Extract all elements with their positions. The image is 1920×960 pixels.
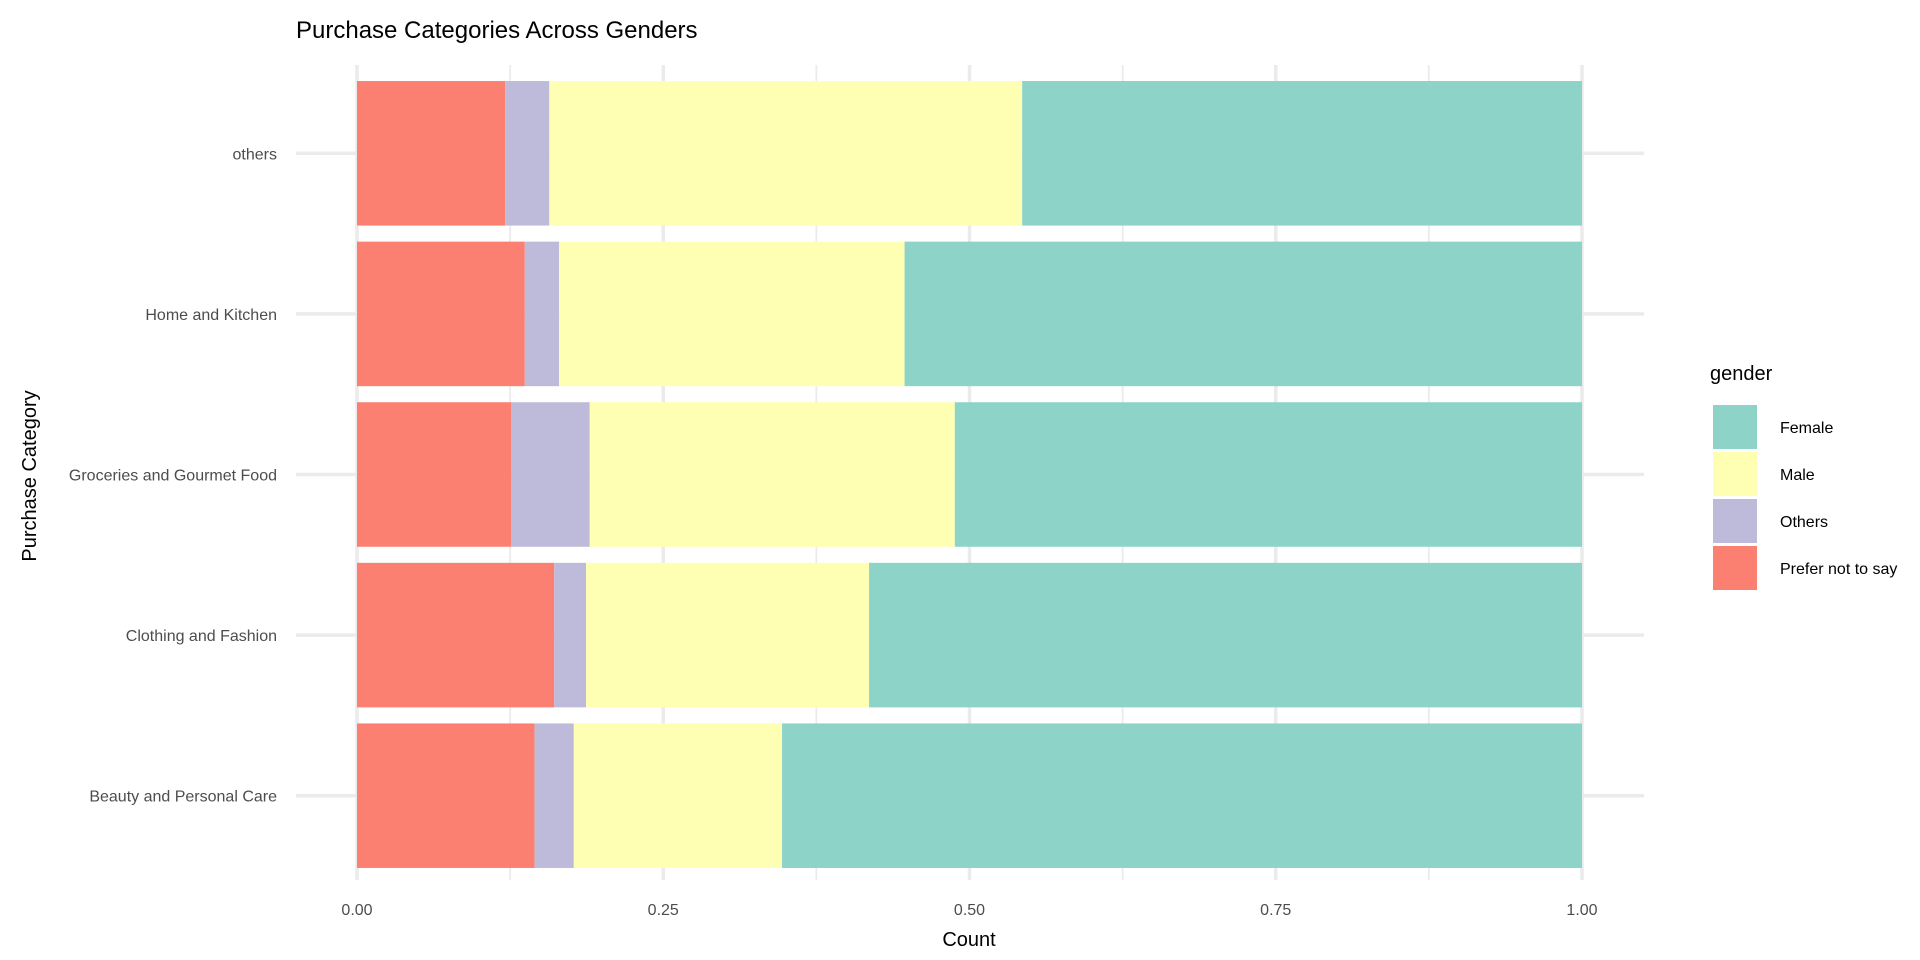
bar-layer — [357, 81, 1582, 868]
legend-title: gender — [1710, 363, 1773, 385]
y-axis-title: Purchase Category — [19, 390, 41, 561]
chart-title: Purchase Categories Across Genders — [296, 17, 698, 44]
y-tick-label: Home and Kitchen — [145, 307, 277, 324]
legend: gender Female Male Others Prefer not to say — [1710, 363, 1897, 590]
bar-beauty-and-personal-care-others — [534, 723, 574, 868]
bar-others-male — [549, 81, 1023, 226]
y-axis-ticks: Beauty and Personal Care Clothing and Fas… — [69, 146, 277, 805]
legend-label-female: Female — [1780, 420, 1833, 437]
bar-home-and-kitchen-female — [904, 241, 1582, 387]
legend-swatch-male — [1713, 452, 1757, 496]
x-axis-ticks: 0.00 0.25 0.50 0.75 1.00 — [341, 902, 1597, 919]
bar-beauty-and-personal-care-male — [573, 723, 783, 868]
bar-groceries-and-gourmet-food-male — [589, 402, 955, 547]
bar-others-others — [505, 81, 550, 226]
bar-others-female — [1022, 81, 1582, 226]
bar-clothing-and-fashion-female — [869, 562, 1582, 708]
bar-clothing-and-fashion-others — [554, 562, 587, 708]
bar-clothing-and-fashion-male — [586, 562, 870, 708]
bar-groceries-and-gourmet-food-others — [511, 402, 590, 547]
x-tick-label: 0.50 — [954, 902, 985, 919]
y-tick-label: Beauty and Personal Care — [89, 789, 277, 806]
bar-others-prefer-not-to-say — [357, 81, 506, 226]
bar-home-and-kitchen-male — [559, 241, 905, 387]
x-tick-label: 0.25 — [648, 902, 679, 919]
y-tick-label: Groceries and Gourmet Food — [69, 468, 277, 485]
bar-clothing-and-fashion-prefer-not-to-say — [357, 562, 555, 708]
legend-swatch-female — [1713, 405, 1757, 449]
bar-home-and-kitchen-others — [524, 241, 560, 387]
bar-beauty-and-personal-care-prefer-not-to-say — [357, 723, 535, 868]
bar-home-and-kitchen-prefer-not-to-say — [357, 241, 525, 387]
x-tick-label: 1.00 — [1566, 902, 1597, 919]
legend-swatch-prefer-not-to-say — [1713, 546, 1757, 590]
legend-swatch-others — [1713, 499, 1757, 543]
x-tick-label: 0.75 — [1260, 902, 1291, 919]
bar-groceries-and-gourmet-food-female — [954, 402, 1582, 547]
x-axis-title: Count — [942, 929, 996, 951]
x-tick-label: 0.00 — [341, 902, 372, 919]
legend-label-others: Others — [1780, 514, 1828, 531]
y-tick-label: Clothing and Fashion — [126, 628, 277, 645]
y-tick-label: others — [233, 146, 277, 163]
legend-label-male: Male — [1780, 467, 1815, 484]
bar-beauty-and-personal-care-female — [782, 723, 1582, 868]
legend-label-prefer-not-to-say: Prefer not to say — [1780, 561, 1897, 578]
bar-groceries-and-gourmet-food-prefer-not-to-say — [357, 402, 512, 547]
